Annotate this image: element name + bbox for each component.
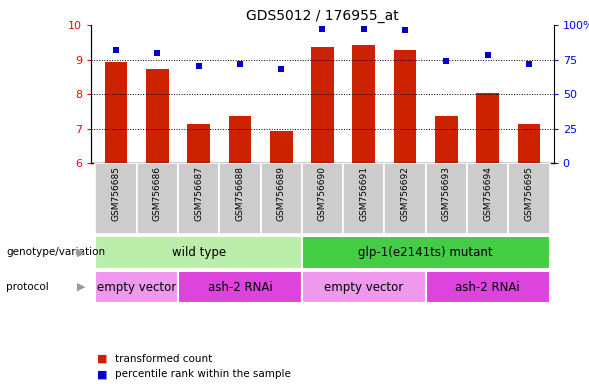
- Text: GSM756694: GSM756694: [483, 166, 492, 221]
- Bar: [260, 163, 302, 234]
- Text: ■: ■: [97, 354, 108, 364]
- Text: glp-1(e2141ts) mutant: glp-1(e2141ts) mutant: [358, 246, 493, 259]
- Point: [442, 58, 451, 64]
- Point: [359, 26, 369, 32]
- Title: GDS5012 / 176955_at: GDS5012 / 176955_at: [246, 8, 399, 23]
- Bar: [105, 62, 127, 163]
- Point: [111, 47, 121, 53]
- Text: ■: ■: [97, 369, 108, 379]
- Point: [524, 61, 534, 67]
- Bar: [219, 163, 260, 234]
- Bar: [95, 236, 302, 269]
- Point: [235, 61, 244, 67]
- Bar: [426, 163, 467, 234]
- Bar: [178, 163, 219, 234]
- Text: GSM756688: GSM756688: [236, 166, 244, 221]
- Bar: [435, 116, 458, 163]
- Text: GSM756685: GSM756685: [111, 166, 121, 221]
- Bar: [178, 271, 302, 303]
- Bar: [146, 69, 168, 163]
- Bar: [302, 271, 426, 303]
- Bar: [229, 116, 252, 163]
- Point: [483, 52, 492, 58]
- Text: GSM756693: GSM756693: [442, 166, 451, 221]
- Bar: [393, 50, 416, 163]
- Text: GSM756689: GSM756689: [277, 166, 286, 221]
- Bar: [270, 131, 293, 163]
- Bar: [302, 163, 343, 234]
- Text: empty vector: empty vector: [97, 281, 176, 293]
- Text: wild type: wild type: [171, 246, 226, 259]
- Text: GSM756695: GSM756695: [524, 166, 534, 221]
- Text: GSM756686: GSM756686: [153, 166, 162, 221]
- Bar: [311, 47, 334, 163]
- Text: protocol: protocol: [6, 282, 49, 292]
- Text: empty vector: empty vector: [324, 281, 403, 293]
- Bar: [477, 93, 499, 163]
- Text: GSM756691: GSM756691: [359, 166, 368, 221]
- Point: [153, 50, 162, 56]
- Bar: [508, 163, 550, 234]
- Text: GSM756690: GSM756690: [318, 166, 327, 221]
- Bar: [467, 163, 508, 234]
- Bar: [518, 124, 540, 163]
- Text: ▶: ▶: [77, 247, 85, 258]
- Text: GSM756692: GSM756692: [401, 166, 409, 221]
- Point: [194, 63, 203, 70]
- Bar: [95, 163, 137, 234]
- Bar: [95, 271, 178, 303]
- Bar: [302, 236, 550, 269]
- Text: ▶: ▶: [77, 282, 85, 292]
- Bar: [385, 163, 426, 234]
- Text: genotype/variation: genotype/variation: [6, 247, 105, 258]
- Bar: [352, 45, 375, 163]
- Bar: [343, 163, 385, 234]
- Text: ash-2 RNAi: ash-2 RNAi: [455, 281, 520, 293]
- Text: ash-2 RNAi: ash-2 RNAi: [207, 281, 272, 293]
- Text: GSM756687: GSM756687: [194, 166, 203, 221]
- Point: [317, 26, 327, 32]
- Bar: [137, 163, 178, 234]
- Point: [276, 66, 286, 72]
- Point: [401, 27, 410, 33]
- Text: transformed count: transformed count: [115, 354, 212, 364]
- Text: percentile rank within the sample: percentile rank within the sample: [115, 369, 291, 379]
- Bar: [187, 124, 210, 163]
- Bar: [426, 271, 550, 303]
